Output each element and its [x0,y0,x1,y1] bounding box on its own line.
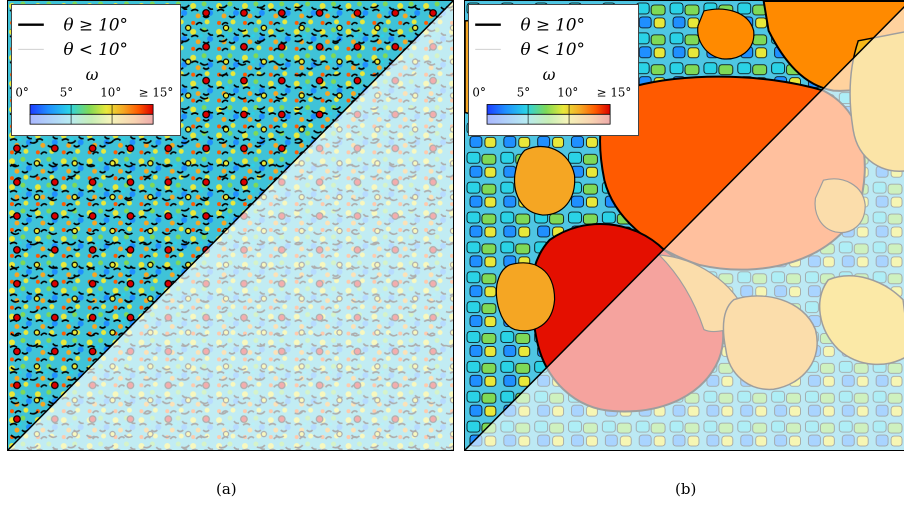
colorbar-faded [486,113,611,125]
colorbar-tick: 10° [557,86,578,100]
colorbar-tick: 0° [472,86,485,100]
grain-map-coarse [465,1,904,450]
diagonal-divider-a [8,1,453,450]
legend-a: θ ≥ 10° θ < 10° ω 0° 5° 10° ≥ 15° [11,4,181,136]
colorbar-saturated [486,104,611,115]
colorbar-tick: 5° [60,86,73,100]
colorbar-tick: ≥ 15° [139,86,174,100]
caption-b: (b) [675,480,697,498]
high-angle-label: θ ≥ 10° [521,15,585,35]
colorbar-tick: ≥ 15° [597,86,632,100]
panel-b: θ ≥ 10° θ < 10° ω 0° 5° 10° ≥ 15° [464,0,904,451]
low-angle-label: θ < 10° [63,39,127,59]
colorbar-tick: 10° [100,86,121,100]
colorbar-title: ω [543,65,556,84]
colorbar-tick: 5° [517,86,530,100]
colorbar-saturated [29,104,154,115]
low-angle-label: θ < 10° [521,39,585,59]
caption-a: (a) [216,480,237,498]
colorbar-title: ω [86,65,99,84]
high-angle-label: θ ≥ 10° [63,15,127,35]
colorbar-tick: 0° [15,86,28,100]
legend-b: θ ≥ 10° θ < 10° ω 0° 5° 10° ≥ 15° [468,4,639,136]
diagonal-divider-b [465,5,904,450]
panel-a: θ ≥ 10° θ < 10° ω 0° 5° 10° ≥ 15° [7,0,454,451]
colorbar-faded [29,113,154,125]
